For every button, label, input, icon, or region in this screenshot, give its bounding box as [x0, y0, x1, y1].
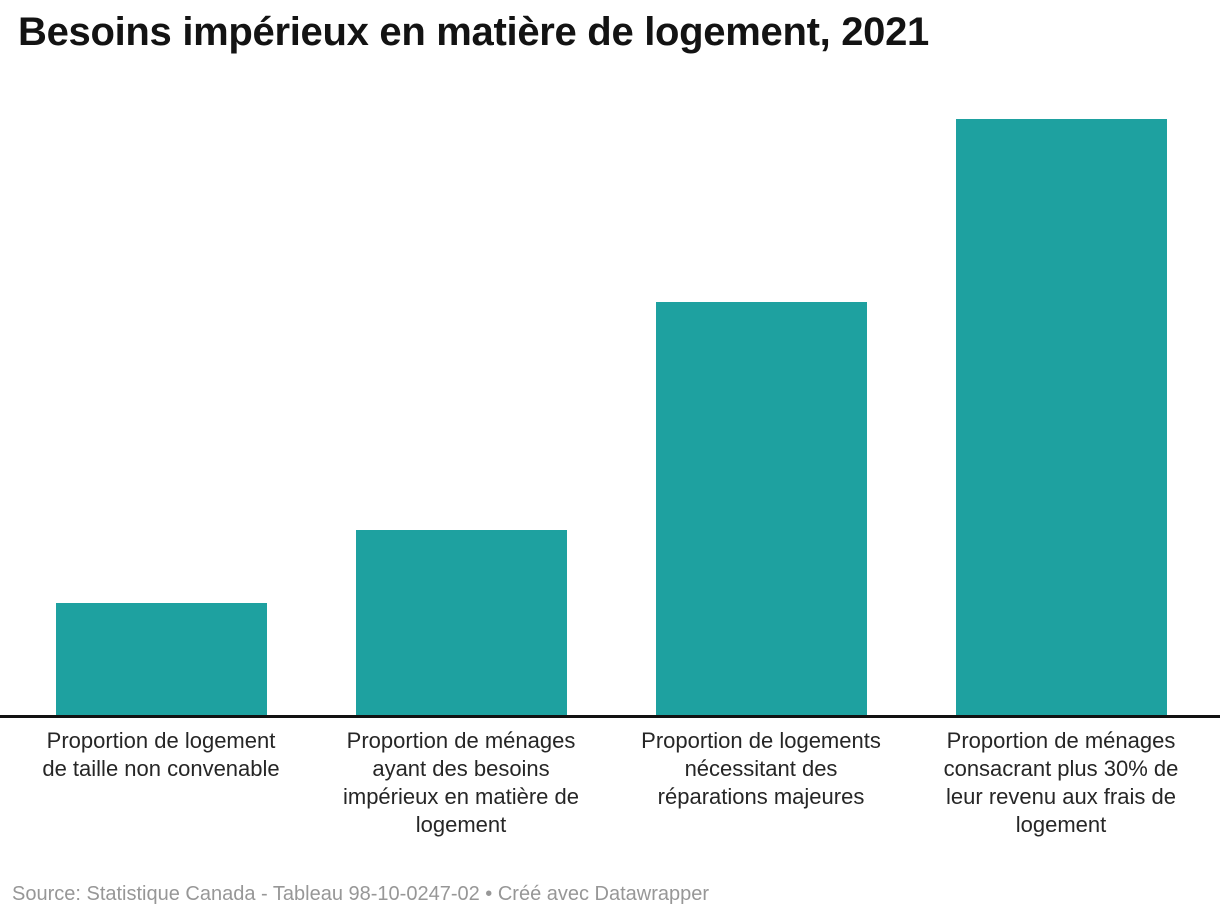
bar-2 [355, 530, 567, 718]
chart-title: Besoins impérieux en matière de logement… [18, 10, 930, 54]
x-axis-labels: Proportion de logement de taille non conv… [0, 727, 1220, 862]
source-text: Source: Statistique Canada - Tableau 98-… [12, 883, 710, 905]
bar-1 [55, 603, 267, 718]
category-label-3: Proportion de logements nécessitant des ré… [641, 728, 881, 809]
category-label-2: Proportion de ménages ayant des besoins im… [342, 728, 579, 837]
bar-4 [955, 119, 1167, 718]
plot-area [0, 119, 1220, 718]
category-label-4: Proportion de ménages consacrant plus 30%… [943, 728, 1179, 837]
category-label-1: Proportion de logement de taille non conv… [42, 728, 280, 781]
footer: Source: Statistique Canada - Tableau 98-… [12, 883, 709, 906]
bar-3 [655, 302, 867, 718]
x-axis-line [0, 715, 1220, 718]
